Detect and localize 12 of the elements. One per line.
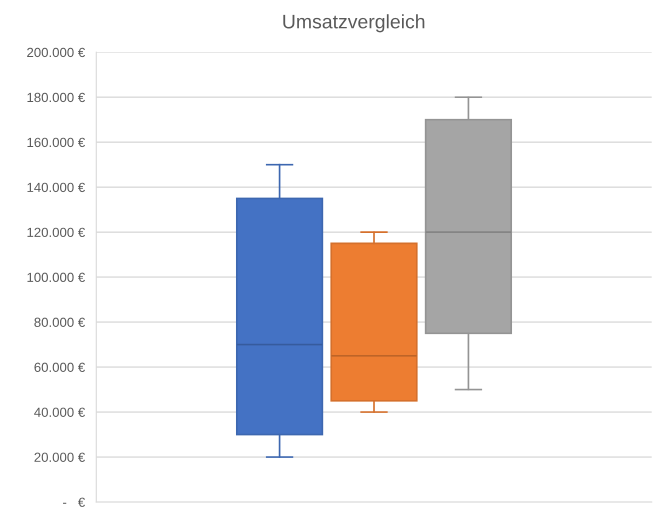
- y-tick-label: 200.000 €: [27, 48, 85, 58]
- y-tick-label: 20.000 €: [34, 452, 85, 462]
- y-tick-label: 120.000 €: [27, 228, 85, 238]
- y-tick-label: 60.000 €: [34, 362, 85, 372]
- y-tick-label: 80.000 €: [34, 318, 85, 327]
- chart-title: Umsatzvergleich: [283, 14, 424, 32]
- y-tick-label: 180.000 €: [27, 92, 85, 102]
- y-tick-label: - €: [63, 498, 85, 507]
- y-tick-label: 140.000 €: [27, 182, 85, 192]
- y-tick-label: 100.000 €: [27, 272, 85, 282]
- y-tick-label: 40.000 €: [34, 408, 85, 417]
- y-tick-label: 160.000 €: [27, 138, 85, 148]
